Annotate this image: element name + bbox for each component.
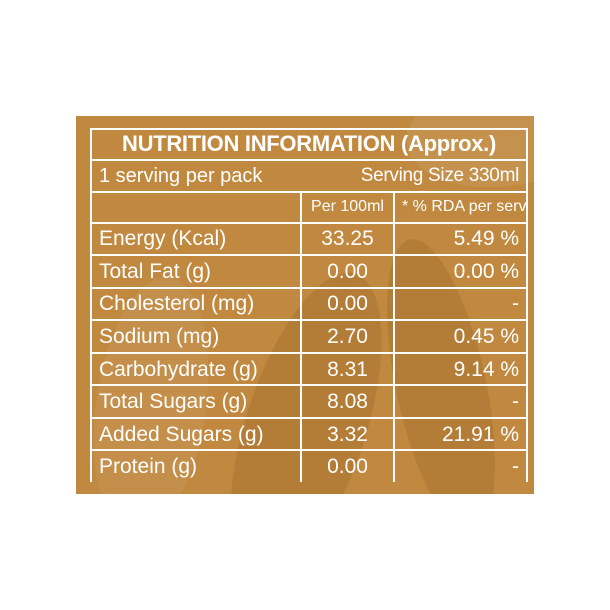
table-row: Cholesterol (mg) 0.00 - [90,286,529,322]
table-row: Added Sugars (g) 3.32 21.91 % [90,416,529,452]
nutrition-table: NUTRITION INFORMATION (Approx.) 1 servin… [89,128,529,482]
header-blank-cell [90,191,302,224]
per-100ml-value: 0.00 [300,254,395,289]
per-100ml-value: 8.08 [300,384,395,419]
nutrient-name: Carbohydrate (g) [90,351,302,387]
rda-value: 0.45 % [392,319,529,354]
rda-value: - [392,384,529,419]
rda-value: 0.00 % [392,254,529,289]
serving-row: 1 serving per pack Serving Size 330ml [90,158,529,194]
table-title: NUTRITION INFORMATION (Approx.) [89,128,529,161]
header-per-100ml: Per 100ml [300,191,395,224]
table-row: Protein (g) 0.00 - [90,449,529,482]
nutrient-name: Total Fat (g) [90,254,302,289]
per-100ml-value: 2.70 [300,319,395,354]
nutrient-name: Cholesterol (mg) [90,286,302,322]
nutrient-name: Total Sugars (g) [90,384,302,419]
serving-size: Serving Size 330ml [301,158,529,194]
table-row: Energy (Kcal) 33.25 5.49 % [90,221,529,257]
column-header-row: Per 100ml * % RDA per serve [90,191,529,224]
rda-value: 9.14 % [392,351,529,387]
rda-value: 5.49 % [392,221,529,257]
table-row: Total Sugars (g) 8.08 - [90,384,529,419]
rda-value: - [392,449,529,482]
per-100ml-value: 3.32 [300,416,395,452]
table-row: Total Fat (g) 0.00 0.00 % [90,254,529,289]
table-row: Sodium (mg) 2.70 0.45 % [90,319,529,354]
per-100ml-value: 0.00 [300,449,395,482]
title-row: NUTRITION INFORMATION (Approx.) [89,128,529,161]
per-100ml-value: 8.31 [300,351,395,387]
per-100ml-value: 33.25 [300,221,395,257]
nutrient-name: Added Sugars (g) [90,416,302,452]
per-100ml-value: 0.00 [300,286,395,322]
nutrient-name: Energy (Kcal) [90,221,302,257]
rda-value: 21.91 % [392,416,529,452]
header-rda-per-serve: * % RDA per serve [392,191,529,224]
rda-value: - [392,286,529,322]
servings-per-pack: 1 serving per pack [90,158,301,194]
nutrient-name: Sodium (mg) [90,319,302,354]
nutrient-name: Protein (g) [90,449,302,482]
table-row: Carbohydrate (g) 8.31 9.14 % [90,351,529,387]
